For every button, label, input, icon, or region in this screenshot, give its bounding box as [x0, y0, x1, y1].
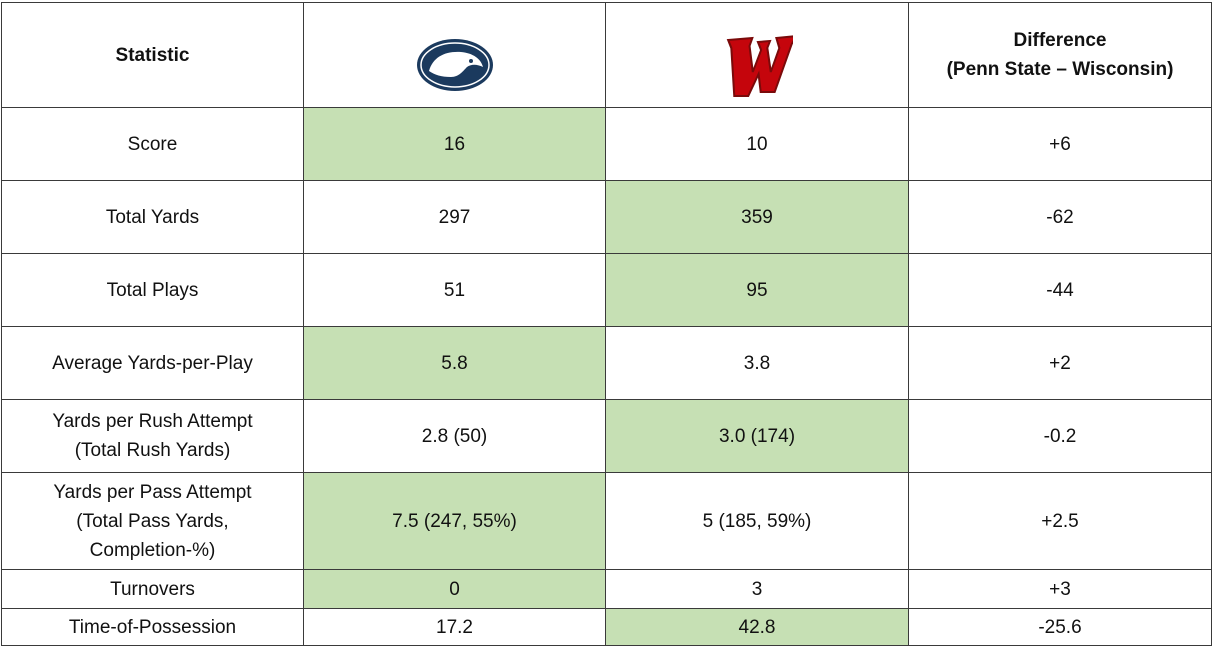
team-value: 7.5 (247, 55%) [303, 472, 606, 570]
team-value: 5 (185, 59%) [605, 472, 909, 570]
table-row: Average Yards-per-Play 5.8 3.8 +2 [1, 326, 1212, 400]
logo-cell [303, 2, 606, 108]
table-body: Score 16 10 +6 Total Yards 297 359 -62 Total Pla… [1, 107, 1212, 646]
penn-state-logo [416, 39, 493, 91]
difference-cell: -0.2 [908, 399, 1212, 473]
stat-name: Yards per Pass Attempt (Total Pass Yards… [1, 472, 304, 570]
stat-name: Yards per Rush Attempt (Total Rush Yards… [1, 399, 304, 473]
team-value: 3.0 (174) [605, 399, 909, 473]
difference-cell: +2.5 [908, 472, 1212, 570]
stat-name: Average Yards-per-Play [1, 326, 304, 400]
table-row: Score 16 10 +6 [1, 107, 1212, 181]
team-value: 2.8 (50) [303, 399, 606, 473]
team-value: 51 [303, 253, 606, 327]
difference-cell: +2 [908, 326, 1212, 400]
stat-name: Total Yards [1, 180, 304, 254]
team-value: 95 [605, 253, 909, 327]
difference-cell: +3 [908, 569, 1212, 609]
team-value: 3.8 [605, 326, 909, 400]
header-row: Statistic Difference (Penn State – Wisco… [1, 2, 1212, 108]
header-cell: Difference (Penn State – Wisconsin) [908, 2, 1212, 108]
table-row: Yards per Rush Attempt (Total Rush Yards… [1, 399, 1212, 473]
stat-name: Time-of-Possession [1, 608, 304, 646]
table-row: Time-of-Possession 17.2 42.8 -25.6 [1, 608, 1212, 646]
stat-name: Turnovers [1, 569, 304, 609]
team-value: 10 [605, 107, 909, 181]
stat-name: Total Plays [1, 253, 304, 327]
team-value: 16 [303, 107, 606, 181]
difference-cell: +6 [908, 107, 1212, 181]
difference-cell: -25.6 [908, 608, 1212, 646]
team-value: 17.2 [303, 608, 606, 646]
header-cell: Statistic [1, 2, 304, 108]
difference-cell: -62 [908, 180, 1212, 254]
team-value: 42.8 [605, 608, 909, 646]
table-row: Total Plays 51 95 -44 [1, 253, 1212, 327]
table-row: Total Yards 297 359 -62 [1, 180, 1212, 254]
table-row: Yards per Pass Attempt (Total Pass Yards… [1, 472, 1212, 570]
team-value: 5.8 [303, 326, 606, 400]
logo-cell [605, 2, 909, 108]
team-value: 0 [303, 569, 606, 609]
stat-name: Score [1, 107, 304, 181]
wisconsin-logo [726, 34, 799, 97]
team-value: 3 [605, 569, 909, 609]
team-value: 297 [303, 180, 606, 254]
team-value: 359 [605, 180, 909, 254]
table-row: Turnovers 0 3 +3 [1, 569, 1212, 609]
difference-cell: -44 [908, 253, 1212, 327]
